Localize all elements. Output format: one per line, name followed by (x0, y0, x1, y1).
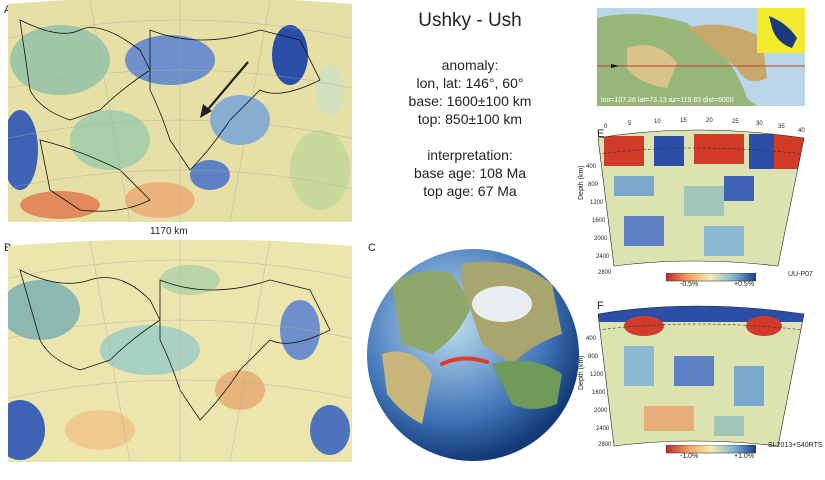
e-tick-8: 40 (798, 128, 805, 134)
e-depth-4: 2000 (594, 236, 608, 242)
panel-a-map (8, 0, 352, 222)
f-depth-4: 2000 (594, 408, 608, 414)
f-depth-1: 800 (588, 354, 599, 360)
interpretation-top-age: top age: 67 Ma (423, 183, 517, 199)
map-readout: lon=107.28 lat=73.13 az=119.83 dist=6000 (601, 97, 734, 104)
e-tick-4: 20 (706, 118, 713, 124)
f-cbar-min: -1.0% (680, 453, 699, 460)
page-title: Ushky - Ush (418, 10, 522, 31)
e-tick-7: 35 (778, 124, 785, 130)
f-cbar-max: +1.0% (734, 453, 755, 460)
panel-f-section: 400 800 1200 1600 2000 2400 2800 (586, 305, 805, 448)
e-cbar-max: +0.5% (734, 281, 755, 288)
e-depth-0: 400 (586, 164, 597, 170)
e-depth-5: 2400 (596, 254, 610, 260)
panel-c-globe (367, 249, 579, 461)
f-model-label: SL2013+S40RTS (768, 442, 823, 449)
anomaly-heading: anomaly: (441, 57, 499, 73)
e-depth-2: 1200 (590, 200, 604, 206)
f-colorbar (666, 445, 756, 454)
panel-e-section: 0 5 10 15 20 25 30 35 40 400 800 1200 16… (586, 118, 805, 276)
e-tick-0: 0 (604, 124, 608, 130)
e-tick-6: 30 (756, 121, 763, 127)
anomaly-base: base: 1600±100 km (408, 93, 532, 109)
e-tick-2: 10 (654, 119, 661, 125)
panel-b-label: B (4, 242, 12, 254)
f-depth-2: 1200 (590, 372, 604, 378)
e-tick-5: 25 (732, 119, 739, 125)
location-map: lon=107.28 lat=73.13 az=119.83 dist=6000 (597, 8, 805, 106)
f-depth-6: 2800 (598, 442, 612, 448)
f-depth-label: Depth (km) (578, 355, 585, 390)
panel-a-label: A (4, 4, 12, 16)
panel-b-map (8, 240, 352, 462)
panel-c-label: C (368, 242, 376, 254)
panel-e-label: E (597, 128, 605, 140)
e-depth-3: 1600 (592, 218, 606, 224)
anomaly-lonlat: lon, lat: 146°, 60° (416, 75, 524, 91)
scale-label: 1170 km (150, 226, 188, 237)
e-colorbar (666, 273, 756, 282)
f-depth-0: 400 (586, 336, 597, 342)
e-model-label: UU-P07 (788, 271, 813, 278)
interpretation-heading: interpretation: (427, 147, 513, 163)
f-depth-3: 1600 (592, 390, 606, 396)
interpretation-base-age: base age: 108 Ma (413, 165, 527, 181)
f-depth-5: 2400 (596, 426, 610, 432)
anomaly-top: top: 850±100 km (417, 111, 523, 127)
e-cbar-min: -0.5% (680, 281, 699, 288)
e-depth-1: 800 (588, 182, 599, 188)
panel-f-label: F (597, 300, 604, 312)
e-tick-1: 5 (628, 121, 632, 127)
e-depth-6: 2800 (598, 270, 612, 276)
e-tick-3: 15 (680, 118, 687, 124)
e-depth-label: Depth (km) (578, 165, 585, 200)
info-block: anomaly: lon, lat: 146°, 60° base: 1600±… (385, 56, 555, 200)
